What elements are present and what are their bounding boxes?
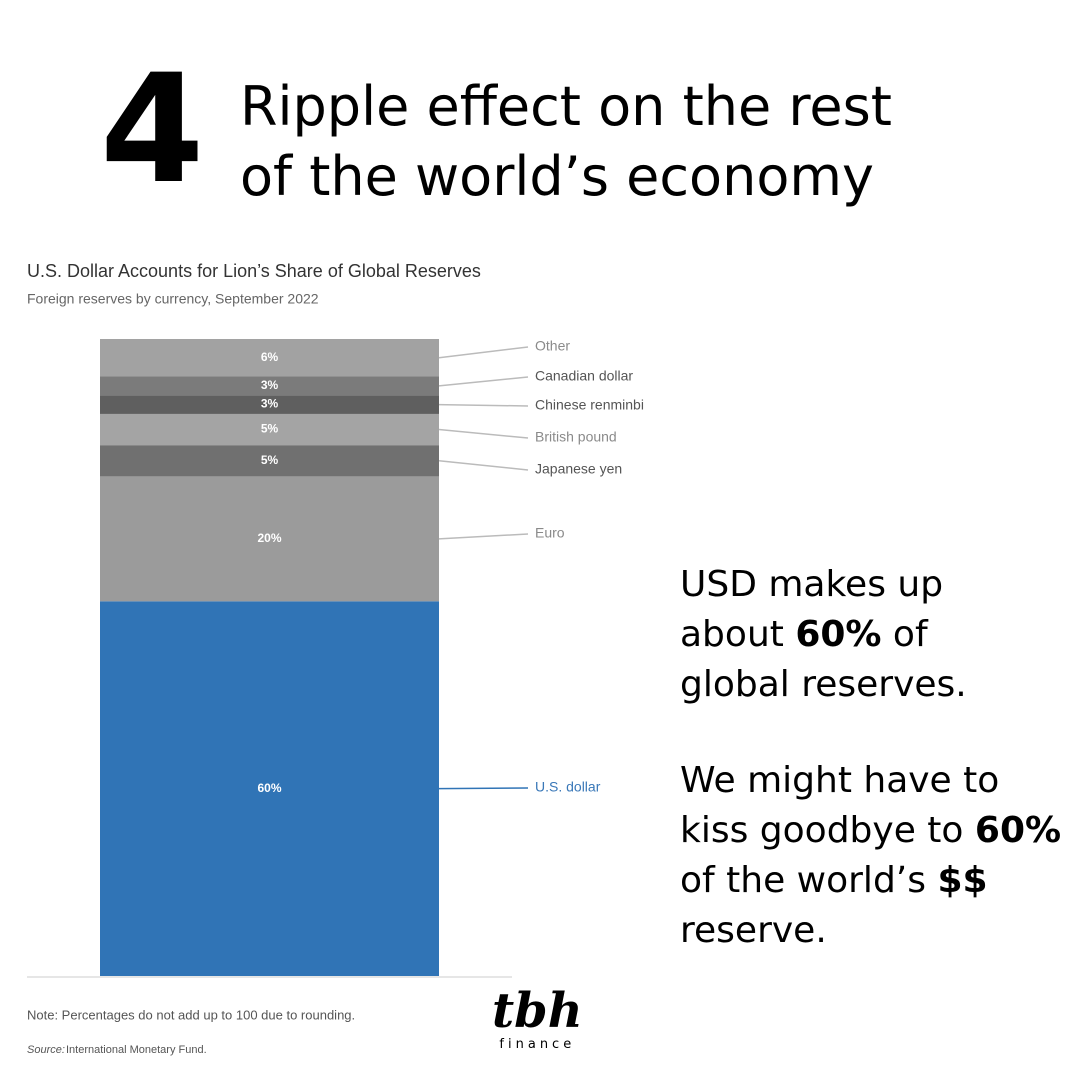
value-label: 5% — [261, 422, 279, 436]
heading: Ripple effect on the rest of the world’s… — [240, 72, 892, 212]
value-label: 5% — [261, 453, 279, 467]
value-label: 3% — [261, 397, 279, 411]
text-run: of the world’s — [680, 860, 938, 901]
leader-line — [438, 428, 529, 439]
section-number: 4 — [100, 43, 205, 217]
bar-segment — [100, 445, 439, 477]
logo-sub: finance — [499, 1037, 576, 1052]
logo-main: tbh — [492, 983, 583, 1039]
legend-label: Chinese renminbi — [535, 397, 644, 413]
chart: U.S. Dollar Accounts for Lion’s Share of… — [27, 261, 644, 1056]
bar-segment — [100, 376, 439, 396]
value-label: 60% — [257, 781, 281, 795]
leader-line — [438, 376, 529, 387]
side-text: USD makes up about 60% of global reserve… — [680, 560, 1070, 1002]
legend-label: Canadian dollar — [535, 368, 633, 384]
chart-title: U.S. Dollar Accounts for Lion’s Share of… — [27, 261, 481, 281]
heading-line: of the world’s economy — [240, 145, 874, 208]
paragraph: USD makes up about 60% of global reserve… — [680, 560, 980, 710]
text-run: USD makes up about — [680, 564, 944, 655]
source-label: Source: — [27, 1044, 65, 1056]
heading-line: Ripple effect on the rest — [240, 75, 892, 138]
legend-label: Other — [535, 338, 570, 354]
text-run: We might have to kiss goodbye to — [680, 760, 1000, 851]
value-label: 3% — [261, 378, 279, 392]
source: International Monetary Fund. — [66, 1044, 207, 1056]
value-label: 6% — [261, 350, 279, 364]
legend-label: U.S. dollar — [535, 779, 601, 795]
leader-line — [438, 787, 529, 790]
leader-line — [438, 403, 529, 407]
logo: tbh finance — [492, 985, 583, 1052]
bar-segment — [100, 601, 439, 976]
legend-label: Euro — [535, 525, 565, 541]
text-run: reserve. — [680, 910, 827, 951]
value-label: 20% — [257, 531, 281, 545]
bar-segment — [100, 339, 439, 377]
leader-line — [438, 533, 529, 540]
text-run: of global reserves. — [680, 614, 967, 705]
text-run: 60% — [795, 614, 882, 655]
bar-segment — [100, 476, 439, 602]
legend-label: Japanese yen — [535, 461, 622, 477]
chart-subtitle: Foreign reserves by currency, September … — [27, 291, 319, 307]
bar-segment — [100, 413, 439, 446]
leader-line — [438, 346, 529, 359]
leader-line — [438, 460, 529, 471]
text-run: 60% — [974, 810, 1062, 851]
text-run: $$ — [937, 860, 988, 901]
bar-segment — [100, 395, 439, 414]
paragraph: We might have to kiss goodbye to 60% of … — [680, 756, 1070, 956]
note: Note: Percentages do not add up to 100 d… — [27, 1007, 355, 1022]
legend-label: British pound — [535, 429, 617, 445]
